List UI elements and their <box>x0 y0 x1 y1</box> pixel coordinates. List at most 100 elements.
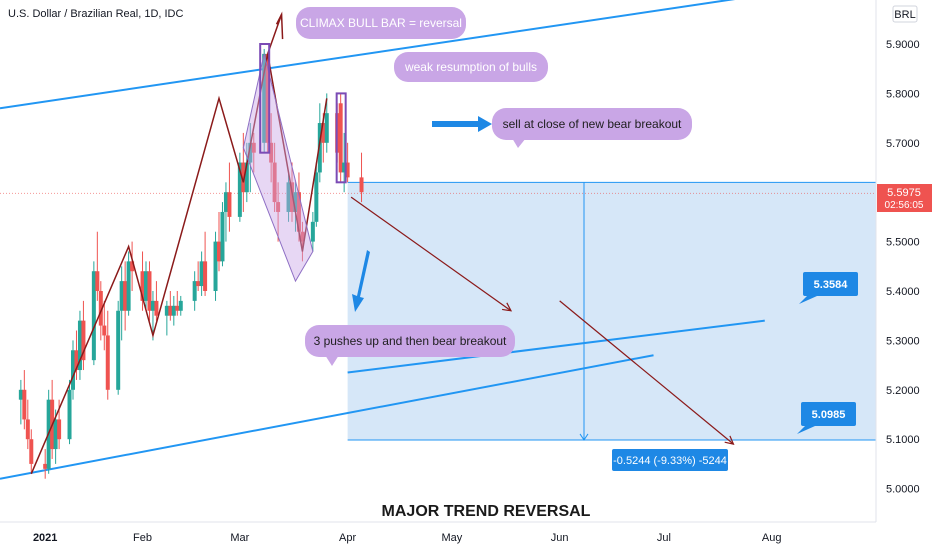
pointer-arrow-down <box>352 250 370 312</box>
candle <box>126 251 131 316</box>
watermark-text: MAJOR TREND REVERSAL <box>382 503 591 520</box>
candle <box>144 261 148 311</box>
candle-body <box>241 162 246 193</box>
watermark: MAJOR TREND REVERSAL <box>382 503 591 520</box>
candle <box>262 48 267 153</box>
projection-arrow-2-head <box>724 435 735 445</box>
candle-body <box>77 320 82 371</box>
candle-body <box>324 113 329 143</box>
candle <box>237 152 242 222</box>
candle <box>300 221 305 262</box>
zigzag-path <box>30 53 328 475</box>
candle-body <box>22 389 27 420</box>
candle <box>119 266 124 341</box>
measure-label: -0.5244 (-9.33%) -5244 <box>612 449 728 471</box>
candle <box>71 340 75 400</box>
candle-body <box>300 231 305 242</box>
candle-body <box>203 261 208 291</box>
channel-line-segment <box>347 319 765 374</box>
target-badge-2-text: 5.0985 <box>812 409 846 421</box>
climax-bar-highlight <box>259 43 271 154</box>
candle <box>18 379 23 425</box>
candle-body <box>223 192 228 212</box>
candle <box>77 310 82 380</box>
candle <box>95 231 100 301</box>
candle-body <box>296 192 301 232</box>
callout-pushes-bubble <box>305 325 515 357</box>
callout-climax-text: CLIMAX BULL BAR = reversal <box>300 16 462 30</box>
candle <box>168 291 173 321</box>
measure-label-text: -0.5244 (-9.33%) -5244 <box>613 455 727 467</box>
callout-weak-text: weak resumption of bulls <box>404 60 537 74</box>
callout-sell-bubble <box>492 108 692 140</box>
candle-body <box>71 350 75 390</box>
candle-body <box>251 142 256 153</box>
candle-body <box>18 389 23 400</box>
candle <box>130 241 135 291</box>
currency-badge[interactable] <box>892 5 918 23</box>
candle <box>91 261 96 366</box>
price-scale-bg <box>876 0 932 522</box>
candle-body <box>91 271 96 361</box>
candle-body <box>345 162 350 178</box>
lower-channel-line <box>0 354 654 480</box>
price-tick-label: 5.5000 <box>886 237 920 249</box>
currency-badge-text: BRL <box>894 9 915 21</box>
candle-body <box>317 123 322 173</box>
candle <box>29 429 34 474</box>
candle-body <box>130 261 135 272</box>
candle-body <box>276 202 281 212</box>
candle <box>276 182 281 242</box>
candle <box>203 231 208 296</box>
candle-body <box>116 310 121 390</box>
price-tick-label: 5.4000 <box>886 286 920 298</box>
time-scale[interactable]: 2021 Feb Mar Apr May Jun Jul Aug <box>0 521 932 550</box>
candle <box>251 132 256 173</box>
callout-climax: CLIMAX BULL BAR = reversal <box>296 7 466 39</box>
chart-title: U.S. Dollar / Brazilian Real, 1D, IDC <box>8 8 183 20</box>
candle-body <box>192 281 197 301</box>
candle <box>338 93 343 183</box>
price-tick-label: 5.0000 <box>886 484 920 496</box>
candle <box>269 113 274 183</box>
candle-body <box>359 177 364 193</box>
candle-body <box>98 291 103 326</box>
callout-sell-text: sell at close of new bear breakout <box>503 117 682 131</box>
candle-body <box>310 221 315 242</box>
target-badge-2: 5.0985 <box>797 402 856 434</box>
candle-body <box>272 162 277 203</box>
candle-body <box>53 419 58 450</box>
candle-body <box>154 300 159 316</box>
candle-body <box>43 463 48 469</box>
candle <box>105 310 110 400</box>
current-price-tag: 5.5975 02:56:05 <box>877 184 932 212</box>
zigzag-arrowhead <box>275 11 284 40</box>
candle <box>314 162 319 227</box>
candle-body <box>147 271 152 311</box>
candle <box>192 271 197 311</box>
callout-sell-tail <box>512 138 526 148</box>
candle-body <box>269 142 274 163</box>
candle-body <box>217 241 221 262</box>
candle <box>310 211 315 252</box>
target-badge-1: 5.3584 <box>799 272 858 304</box>
candle <box>244 142 249 203</box>
price-tag-value: 5.5975 <box>887 187 921 199</box>
upper-channel-line <box>0 0 736 110</box>
candle <box>43 449 48 479</box>
candle <box>175 291 180 316</box>
candle-body <box>237 162 242 217</box>
candle-body <box>244 162 249 193</box>
projection-arrow-1-head <box>502 302 513 312</box>
candle <box>199 251 204 296</box>
candle <box>25 399 30 450</box>
candle-body <box>220 211 225 262</box>
candle-body <box>265 53 270 143</box>
candle-body <box>123 281 128 311</box>
time-tick-label: Mar <box>230 532 249 544</box>
candle <box>359 152 364 203</box>
price-scale[interactable]: 5.9000 5.8000 5.7000 5.5000 5.4000 5.3000 5.20… <box>875 0 932 522</box>
candle <box>102 300 107 351</box>
callout-climax-bubble <box>296 7 466 39</box>
